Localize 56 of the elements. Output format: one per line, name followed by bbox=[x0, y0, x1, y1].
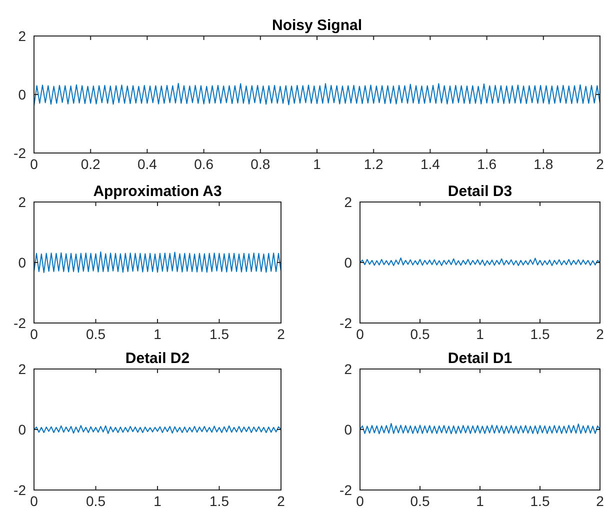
y-tick-label: -2 bbox=[340, 315, 352, 331]
line-series bbox=[360, 257, 600, 266]
x-tick-label: 0.5 bbox=[410, 326, 430, 342]
line-series bbox=[34, 425, 282, 434]
chart-title: Detail D2 bbox=[125, 350, 190, 367]
x-tick-label: 0.8 bbox=[250, 156, 270, 172]
y-tick-label: 0 bbox=[18, 86, 26, 102]
x-tick-label: 1.5 bbox=[530, 326, 550, 342]
y-tick-label: -2 bbox=[340, 482, 352, 498]
x-tick-label: 1 bbox=[476, 326, 484, 342]
x-tick-label: 2 bbox=[596, 493, 604, 509]
x-tick-label: 1 bbox=[476, 493, 484, 509]
x-tick-label: 0.6 bbox=[194, 156, 214, 172]
x-tick-label: 0 bbox=[30, 326, 38, 342]
y-tick-label: 0 bbox=[344, 422, 352, 438]
y-tick-label: -2 bbox=[14, 315, 26, 331]
x-tick-label: 2 bbox=[596, 156, 604, 172]
y-tick-label: 2 bbox=[344, 194, 352, 210]
x-tick-label: 2 bbox=[596, 326, 604, 342]
y-tick-label: -2 bbox=[14, 145, 26, 161]
x-tick-label: 1 bbox=[154, 326, 162, 342]
x-tick-label: 0.5 bbox=[86, 326, 106, 342]
x-tick-label: 0.2 bbox=[80, 156, 101, 172]
line-series bbox=[34, 251, 282, 273]
x-tick-label: 1.2 bbox=[364, 156, 384, 172]
y-tick-label: 0 bbox=[18, 422, 26, 438]
x-tick-label: 1.4 bbox=[420, 156, 440, 172]
line-series bbox=[34, 82, 600, 107]
x-tick-label: 1 bbox=[154, 493, 162, 509]
y-tick-label: 2 bbox=[18, 361, 26, 377]
chart-title: Approximation A3 bbox=[93, 183, 222, 200]
x-tick-label: 2 bbox=[277, 493, 286, 509]
x-tick-label: 1.5 bbox=[210, 326, 230, 342]
y-tick-label: 2 bbox=[18, 194, 26, 210]
x-tick-label: 0.5 bbox=[410, 493, 430, 509]
y-tick-label: 0 bbox=[18, 254, 26, 270]
x-tick-label: 0 bbox=[356, 326, 364, 342]
y-tick-label: 0 bbox=[344, 254, 352, 270]
x-tick-label: 1.5 bbox=[530, 493, 550, 509]
y-tick-label: 2 bbox=[18, 28, 26, 44]
chart-title: Noisy Signal bbox=[272, 17, 362, 34]
x-tick-label: 0 bbox=[30, 156, 38, 172]
line-series bbox=[360, 422, 600, 434]
chart-title: Detail D3 bbox=[448, 183, 512, 200]
chart-title: Detail D1 bbox=[448, 350, 512, 367]
x-tick-label: 1.6 bbox=[477, 156, 497, 172]
x-tick-label: 2 bbox=[277, 326, 286, 342]
x-tick-label: 1.5 bbox=[210, 493, 230, 509]
x-tick-label: 1.8 bbox=[534, 156, 554, 172]
x-tick-label: 0 bbox=[356, 493, 364, 509]
x-tick-label: 0.4 bbox=[137, 156, 158, 172]
x-tick-label: 1 bbox=[313, 156, 322, 172]
y-tick-label: 2 bbox=[344, 361, 352, 377]
x-tick-label: 0 bbox=[30, 493, 38, 509]
y-tick-label: -2 bbox=[14, 482, 26, 498]
x-tick-label: 0.5 bbox=[86, 493, 106, 509]
